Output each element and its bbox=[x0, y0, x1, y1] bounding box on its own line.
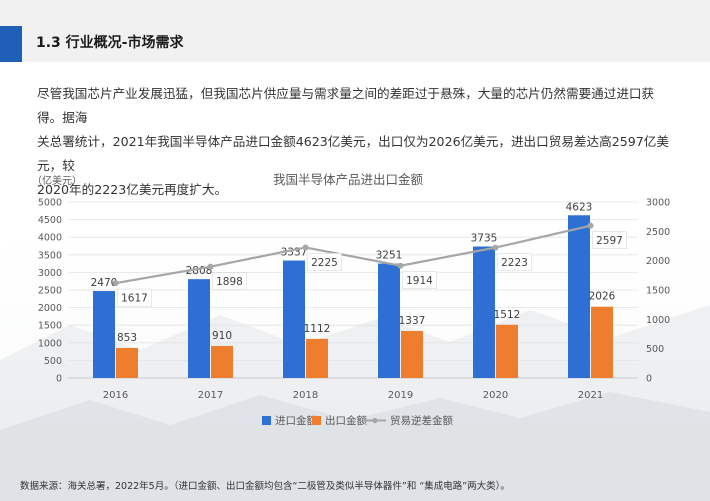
y2-tick-label: 1500 bbox=[646, 286, 670, 297]
header-accent-block bbox=[0, 26, 22, 62]
x-tick-label: 2019 bbox=[388, 390, 413, 401]
y-tick-label: 1000 bbox=[38, 338, 62, 349]
y-tick-label: 0 bbox=[56, 374, 62, 385]
bar-export-label: 910 bbox=[212, 330, 232, 342]
bar-export-label: 853 bbox=[117, 332, 137, 344]
deficit-label: 2597 bbox=[596, 235, 623, 247]
legend-label-deficit: 贸易逆差金额 bbox=[390, 414, 453, 427]
y-tick-label: 1500 bbox=[38, 321, 62, 332]
y2-tick-label: 3000 bbox=[646, 198, 670, 209]
header-bar: 1.3 行业概况-市场需求 bbox=[0, 0, 710, 62]
legend-label-import: 进口金额 bbox=[275, 414, 317, 427]
intro-paragraph: 尽管我国芯片产业发展迅猛，但我国芯片供应量与需求量之间的差距过于悬殊，大量的芯片… bbox=[37, 82, 677, 202]
bar-import bbox=[473, 246, 495, 378]
chart-plot-area: 0500100015002000250030003500400045005000… bbox=[38, 198, 670, 428]
bar-import-label: 2470 bbox=[91, 277, 118, 289]
y-tick-label: 4000 bbox=[38, 233, 62, 244]
deficit-point bbox=[587, 222, 594, 229]
bar-export-label: 1512 bbox=[494, 309, 521, 321]
intro-line-3: 2020年的2223亿美元再度扩大。 bbox=[37, 182, 228, 197]
deficit-label: 1914 bbox=[406, 275, 433, 287]
deficit-label: 2223 bbox=[501, 257, 528, 269]
source-note: 数据来源：海关总署，2022年5月。（进口金额、出口金额均包含“二极管及类似半导… bbox=[20, 481, 510, 492]
y-tick-label: 2500 bbox=[38, 286, 62, 297]
deficit-point bbox=[112, 280, 119, 287]
x-tick-label: 2021 bbox=[578, 390, 603, 401]
intro-line-2: 关总署统计，2021年我国半导体产品进口金额4623亿美元，出口仅为2026亿美… bbox=[37, 134, 669, 173]
deficit-point bbox=[397, 262, 404, 269]
legend-label-export: 出口金额 bbox=[325, 414, 367, 427]
legend-swatch-deficit-marker bbox=[372, 417, 378, 424]
deficit-label: 2225 bbox=[311, 257, 338, 269]
deficit-label-box bbox=[307, 253, 342, 271]
bar-export bbox=[306, 338, 328, 378]
y2-tick-label: 1000 bbox=[646, 315, 670, 326]
y-tick-label: 500 bbox=[44, 356, 62, 367]
bar-export bbox=[591, 306, 613, 378]
legend-swatch-export bbox=[312, 416, 321, 425]
bar-import bbox=[568, 215, 590, 378]
page-title: 1.3 行业概况-市场需求 bbox=[36, 35, 184, 51]
y-tick-label: 5000 bbox=[38, 198, 62, 209]
deficit-point bbox=[207, 263, 214, 270]
deficit-label-box bbox=[117, 288, 152, 307]
y-tick-label: 4500 bbox=[38, 215, 62, 226]
bar-export-label: 1112 bbox=[304, 323, 331, 335]
bar-import bbox=[378, 263, 400, 378]
bar-export bbox=[401, 330, 423, 378]
deficit-label-box bbox=[592, 231, 627, 249]
bar-import-label: 3251 bbox=[376, 250, 403, 262]
chart-title: 我国半导体产品进出口金额 bbox=[273, 172, 424, 187]
y2-tick-label: 2000 bbox=[646, 256, 670, 267]
x-tick-label: 2018 bbox=[293, 390, 318, 401]
x-tick-label: 2020 bbox=[483, 390, 508, 401]
deficit-label: 1617 bbox=[121, 293, 148, 305]
deficit-label: 1898 bbox=[216, 276, 243, 288]
y-tick-label: 3000 bbox=[38, 268, 62, 279]
y-tick-label: 3500 bbox=[38, 250, 62, 261]
y2-tick-label: 0 bbox=[646, 374, 652, 385]
x-tick-label: 2016 bbox=[103, 390, 128, 401]
y-axis-label: （亿美元） bbox=[32, 174, 82, 187]
legend-swatch-import bbox=[262, 416, 271, 425]
bar-export-label: 1337 bbox=[399, 315, 426, 327]
bar-import bbox=[188, 279, 210, 378]
bar-import bbox=[283, 260, 305, 378]
bar-export bbox=[211, 345, 233, 378]
bar-import bbox=[93, 291, 115, 378]
deficit-label-box bbox=[497, 253, 532, 271]
deficit-point bbox=[492, 244, 499, 251]
deficit-point bbox=[302, 244, 309, 251]
y2-tick-label: 500 bbox=[646, 344, 664, 355]
y-tick-label: 2000 bbox=[38, 303, 62, 314]
bar-export bbox=[496, 324, 518, 378]
deficit-line bbox=[115, 224, 591, 285]
bar-export bbox=[116, 347, 138, 378]
bar-export-label: 2026 bbox=[589, 291, 616, 303]
deficit-label-box bbox=[212, 272, 247, 290]
deficit-label-box bbox=[402, 271, 437, 290]
x-tick-label: 2017 bbox=[198, 390, 223, 401]
bar-import-label: 4623 bbox=[566, 201, 593, 213]
intro-line-1: 尽管我国芯片产业发展迅猛，但我国芯片供应量与需求量之间的差距过于悬殊，大量的芯片… bbox=[37, 86, 655, 125]
bar-import-label: 3735 bbox=[471, 233, 498, 245]
y2-tick-label: 2500 bbox=[646, 227, 670, 238]
